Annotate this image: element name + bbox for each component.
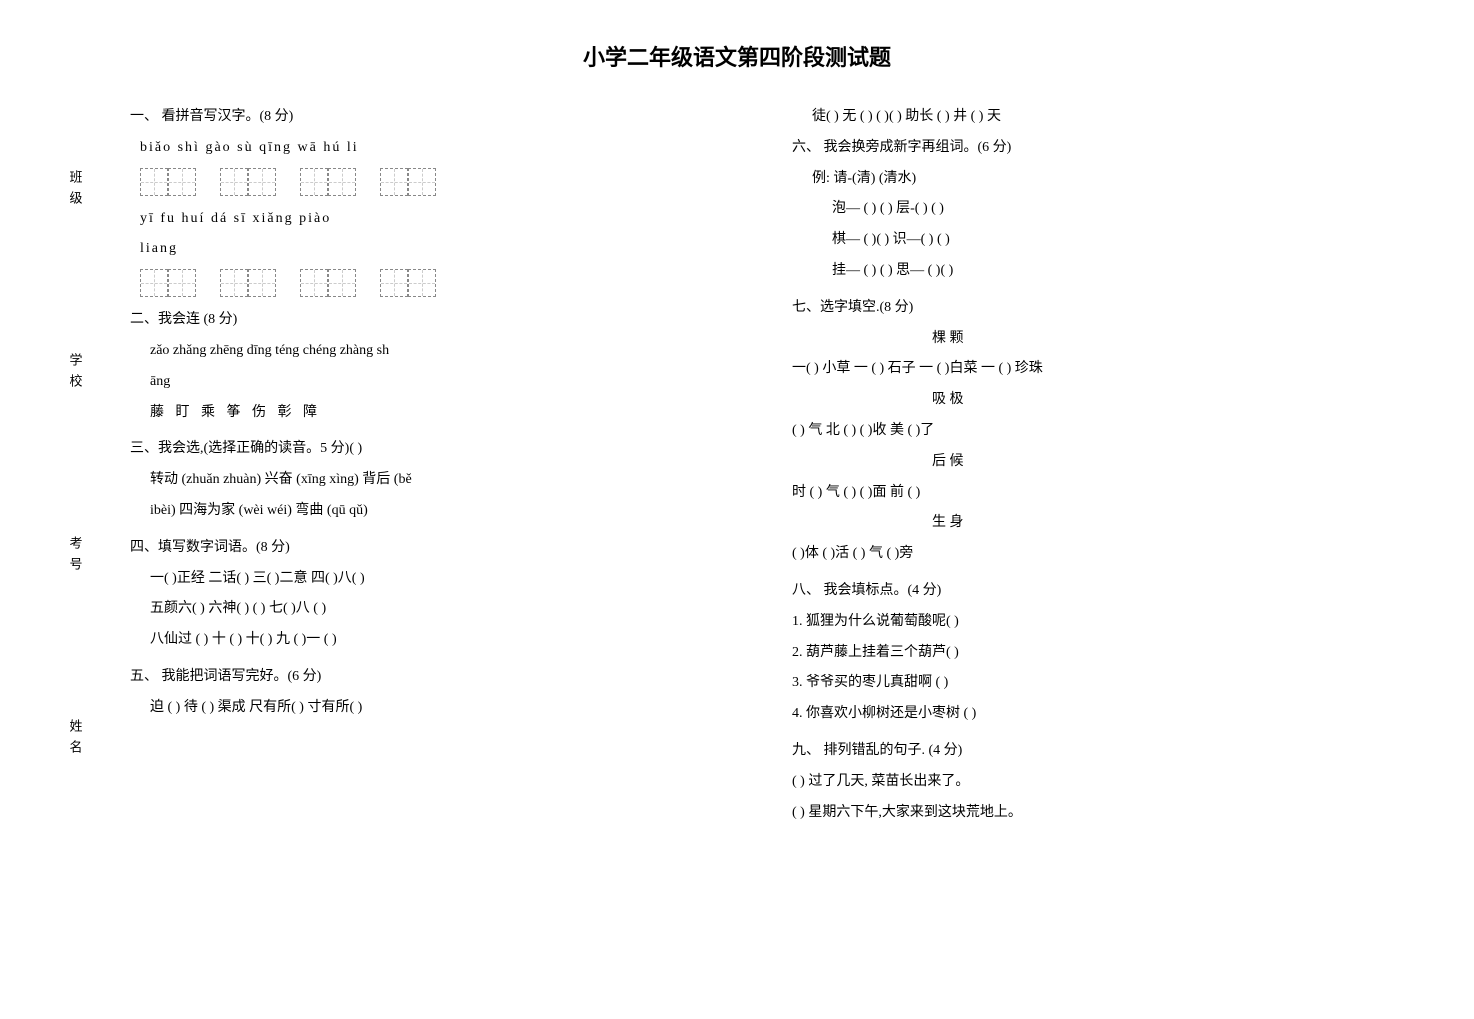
q7-g2c: 吸 极: [932, 385, 1414, 416]
label-banji-text: 班级: [66, 170, 85, 212]
q2-line2: āng: [150, 367, 752, 398]
q2: 二、我会连 (8 分) zǎo zhǎng zhēng dīng téng ch…: [130, 305, 752, 428]
q7-g4c: 生 身: [932, 508, 1414, 539]
q9: 九、 排列错乱的句子. (4 分) ( ) 过了几天, 菜苗长出来了。 ( ) …: [792, 736, 1414, 828]
label-kaohao-text: 考号: [66, 536, 85, 578]
q2-line1: zǎo zhǎng zhēng dīng téng chéng zhàng sh: [150, 336, 752, 367]
q4-l2: 五颜六( ) 六神( ) ( ) 七( )八 ( ): [150, 594, 752, 625]
q6-l2: 棋— ( )( ) 识—( ) ( ): [832, 225, 1414, 256]
label-banji: 班级: [66, 170, 85, 217]
q3: 三、我会选,(选择正确的读音。5 分)( ) 转动 (zhuǎn zhuàn) …: [130, 434, 752, 526]
q3-line1: 转动 (zhuǎn zhuàn) 兴奋 (xīng xìng) 背后 (bě: [150, 465, 752, 496]
q8-l2: 2. 葫芦藤上挂着三个葫芦( ): [792, 638, 1414, 669]
content-columns: 一、 看拼音写汉字。(8 分) biǎo shì gào sù qīng wā …: [130, 102, 1414, 834]
right-column: 徒( ) 无 ( ) ( )( ) 助长 ( ) 井 ( ) 天 六、 我会换旁…: [792, 102, 1414, 834]
q1: 一、 看拼音写汉字。(8 分) biǎo shì gào sù qīng wā …: [130, 102, 752, 297]
q5-heading: 五、 我能把词语写完好。(6 分): [130, 662, 752, 693]
q1-boxes-row1: [140, 168, 752, 196]
q7-g1: 一( ) 小草 一 ( ) 石子 一 ( )白菜 一 ( ) 珍珠: [792, 354, 1414, 385]
q2-line3: 藤 盯 乘 筝 伤 彰 障: [150, 398, 752, 429]
q7-g2: ( ) 气 北 ( ) ( )收 美 ( )了: [792, 416, 1414, 447]
q6: 六、 我会换旁成新字再组词。(6 分) 例: 请-(清) (清水) 泡— ( )…: [792, 133, 1414, 287]
q7-g4: ( )体 ( )活 ( ) 气 ( )旁: [792, 539, 1414, 570]
label-xuexiao: 学校: [66, 353, 85, 400]
q5-l1: 迫 ( ) 待 ( ) 渠成 尺有所( ) 寸有所( ): [150, 693, 752, 724]
left-column: 一、 看拼音写汉字。(8 分) biǎo shì gào sù qīng wā …: [130, 102, 752, 834]
q4-l3: 八仙过 ( ) 十 ( ) 十( ) 九 ( )一 ( ): [150, 625, 752, 656]
q6-l3: 挂— ( ) ( ) 思— ( )( ): [832, 256, 1414, 287]
q1-pinyin-row2: yī fu huí dá sī xiǎng piào: [140, 204, 752, 235]
q7: 七、选字填空.(8 分) 棵 颗 一( ) 小草 一 ( ) 石子 一 ( )白…: [792, 293, 1414, 570]
q6-ex: 例: 请-(清) (清水): [812, 164, 1414, 195]
q5-l2: 徒( ) 无 ( ) ( )( ) 助长 ( ) 井 ( ) 天: [812, 102, 1414, 133]
q7-g3: 时 ( ) 气 ( ) ( )面 前 ( ): [792, 478, 1414, 509]
q8-l3: 3. 爷爷买的枣儿真甜啊 ( ): [792, 668, 1414, 699]
q5: 五、 我能把词语写完好。(6 分) 迫 ( ) 待 ( ) 渠成 尺有所( ) …: [130, 662, 752, 724]
label-kaohao: 考号: [66, 536, 85, 583]
q4-l1: 一( )正经 二话( ) 三( )二意 四( )八( ): [150, 564, 752, 595]
q7-g1c: 棵 颗: [932, 324, 1414, 355]
q3-line2: ibèi) 四海为家 (wèi wéi) 弯曲 (qū qǔ): [150, 496, 752, 527]
q2-heading: 二、我会连 (8 分): [130, 305, 752, 336]
label-xingming-text: 姓名: [66, 719, 85, 761]
page-body: 班级 学校 考号 姓名 一、 看拼音写汉字。(8 分) biǎo shì gào…: [60, 102, 1414, 834]
q7-heading: 七、选字填空.(8 分): [792, 293, 1414, 324]
q3-heading: 三、我会选,(选择正确的读音。5 分)( ): [130, 434, 752, 465]
q9-l2: ( ) 星期六下午,大家来到这块荒地上。: [792, 798, 1414, 829]
q8-l1: 1. 狐狸为什么说葡萄酸呢( ): [792, 607, 1414, 638]
q6-l1: 泡— ( ) ( ) 层-( ) ( ): [832, 194, 1414, 225]
q1-boxes-row2: [140, 269, 752, 297]
q8-l4: 4. 你喜欢小柳树还是小枣树 ( ): [792, 699, 1414, 730]
q8-heading: 八、 我会填标点。(4 分): [792, 576, 1414, 607]
q9-l1: ( ) 过了几天, 菜苗长出来了。: [792, 767, 1414, 798]
label-xingming: 姓名: [66, 719, 85, 766]
label-xuexiao-text: 学校: [66, 353, 85, 395]
q1-pinyin-row1: biǎo shì gào sù qīng wā hú li: [140, 133, 752, 164]
q1-pinyin-row3: liang: [140, 234, 752, 265]
q4: 四、填写数字词语。(8 分) 一( )正经 二话( ) 三( )二意 四( )八…: [130, 533, 752, 656]
q6-heading: 六、 我会换旁成新字再组词。(6 分): [792, 133, 1414, 164]
page-title: 小学二年级语文第四阶段测试题: [60, 40, 1414, 72]
q1-heading: 一、 看拼音写汉字。(8 分): [130, 102, 752, 133]
q8: 八、 我会填标点。(4 分) 1. 狐狸为什么说葡萄酸呢( ) 2. 葫芦藤上挂…: [792, 576, 1414, 730]
q7-g3c: 后 候: [932, 447, 1414, 478]
side-labels: 班级 学校 考号 姓名: [60, 102, 90, 834]
q4-heading: 四、填写数字词语。(8 分): [130, 533, 752, 564]
q9-heading: 九、 排列错乱的句子. (4 分): [792, 736, 1414, 767]
